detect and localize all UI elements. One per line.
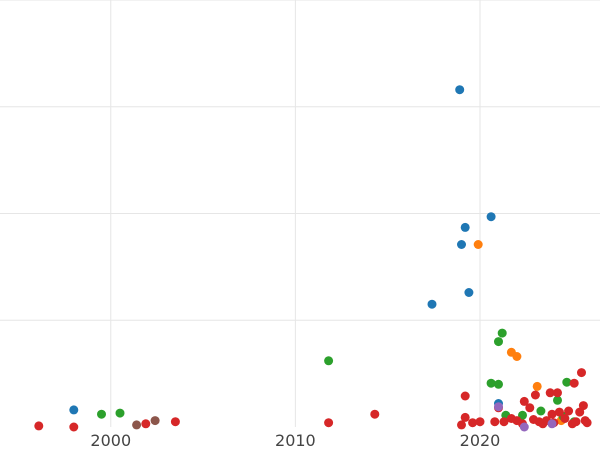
data-point-s3-10 <box>475 417 485 427</box>
x-tick-label-0: 2000 <box>90 431 131 450</box>
data-point-s2-9 <box>536 406 546 416</box>
data-point-s3-2 <box>141 419 151 429</box>
data-point-s1-3 <box>532 381 542 391</box>
data-point-s3-0 <box>34 421 44 431</box>
data-point-s3-3 <box>170 417 180 427</box>
data-point-s2-3 <box>497 328 507 338</box>
data-point-s3-35 <box>578 401 588 411</box>
x-axis-ticks: 2000 2010 2020 <box>90 431 500 450</box>
data-points <box>34 85 592 432</box>
data-point-s3-9 <box>468 418 478 428</box>
data-point-s3-13 <box>499 417 509 427</box>
data-point-s3-18 <box>525 403 535 413</box>
grid <box>0 0 600 427</box>
data-point-s3-8 <box>460 412 470 422</box>
data-point-s3-25 <box>547 409 557 419</box>
data-point-s0-0 <box>69 405 79 415</box>
data-point-s3-17 <box>519 396 529 406</box>
data-point-s5-0 <box>132 420 142 430</box>
data-point-s3-38 <box>582 418 592 428</box>
data-point-s2-4 <box>494 337 503 347</box>
data-point-s3-6 <box>457 420 466 430</box>
data-point-s2-0 <box>97 409 106 419</box>
data-point-s5-1 <box>150 416 160 426</box>
data-point-s3-5 <box>370 409 380 419</box>
data-point-s0-4 <box>457 240 466 249</box>
data-point-s3-11 <box>490 417 500 427</box>
x-tick-label-2: 2020 <box>460 431 501 450</box>
data-point-s1-0 <box>473 240 483 249</box>
data-point-s2-5 <box>486 378 496 388</box>
data-point-s4-0 <box>494 402 503 412</box>
data-point-s0-3 <box>460 222 470 232</box>
data-point-s2-8 <box>518 410 527 420</box>
data-point-s3-29 <box>560 414 570 423</box>
data-point-s3-36 <box>577 368 586 378</box>
data-point-s0-5 <box>464 288 474 297</box>
data-point-s2-10 <box>553 395 562 405</box>
data-point-s2-1 <box>115 408 125 418</box>
data-point-s3-28 <box>554 407 564 417</box>
data-point-s2-2 <box>324 356 334 366</box>
data-point-s2-6 <box>494 379 503 389</box>
data-point-s3-7 <box>460 391 470 401</box>
x-tick-label-1: 2010 <box>275 431 316 450</box>
data-point-s3-4 <box>324 418 334 428</box>
data-point-s0-6 <box>427 299 437 309</box>
data-point-s3-32 <box>569 378 579 388</box>
data-point-s2-11 <box>562 377 572 387</box>
data-point-s3-27 <box>553 388 562 398</box>
data-point-s4-1 <box>519 422 529 432</box>
data-point-s3-30 <box>564 406 574 416</box>
data-point-s0-1 <box>455 85 465 95</box>
data-point-s4-2 <box>547 419 557 429</box>
data-point-s3-20 <box>530 390 540 400</box>
data-point-s1-2 <box>512 352 522 361</box>
data-point-s3-33 <box>571 417 581 427</box>
data-point-s3-24 <box>545 388 555 398</box>
data-point-s3-1 <box>69 422 79 432</box>
data-point-s0-2 <box>486 212 496 222</box>
